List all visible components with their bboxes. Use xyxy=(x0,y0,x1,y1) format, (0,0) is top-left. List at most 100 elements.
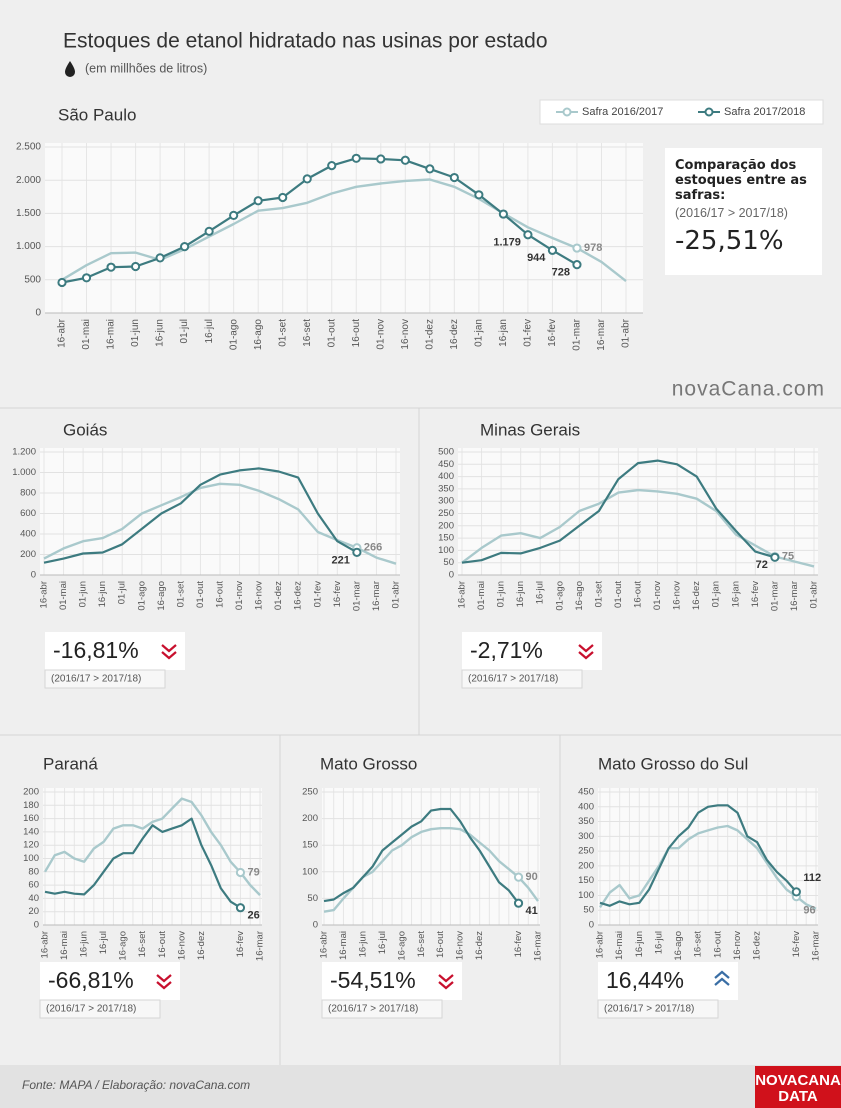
page-title: Estoques de etanol hidratado nas usinas … xyxy=(63,30,548,53)
x-tick-label: 16-set xyxy=(137,931,148,958)
x-tick-label: 16-jun xyxy=(357,931,368,957)
y-tick-label: 50 xyxy=(583,905,594,916)
chart-title: São Paulo xyxy=(58,105,136,124)
x-tick-label: 16-dez xyxy=(449,319,460,350)
x-tick-label: 01-mai xyxy=(58,581,69,610)
x-tick-label: 16-dez xyxy=(691,581,702,610)
x-tick-label: 01-nov xyxy=(234,581,245,610)
trend-chevron xyxy=(714,970,730,979)
x-tick-label: 16-nov xyxy=(732,931,743,960)
y-tick-label: 350 xyxy=(578,816,594,827)
y-tick-label: 40 xyxy=(28,893,39,904)
data-label: 90 xyxy=(526,871,538,883)
y-tick-label: 400 xyxy=(438,471,454,482)
change-note-box xyxy=(597,999,719,1019)
x-tick-label: 01-jan xyxy=(474,319,485,347)
comparison-title: Comparação dos estoques entre as safras: xyxy=(675,158,807,203)
x-tick-label: 01-jul xyxy=(117,581,128,604)
y-tick-label: 0 xyxy=(34,920,39,931)
legend-marker xyxy=(704,107,714,117)
x-tick-label: 01-abr xyxy=(809,581,820,608)
data-label: 728 xyxy=(552,267,570,279)
x-tick-label: 16-jan xyxy=(730,581,741,607)
y-tick-label: 250 xyxy=(438,508,454,519)
x-tick-label: 16-set xyxy=(302,319,313,347)
x-tick-label: 16-mar xyxy=(596,318,607,350)
x-tick-label: 16-abr xyxy=(595,931,606,958)
x-tick-label: 16-jun xyxy=(634,931,645,957)
y-tick-label: 0 xyxy=(589,920,594,931)
y-tick-label: 300 xyxy=(438,496,454,507)
x-tick-label: 01-fev xyxy=(312,581,323,608)
x-tick-label: 01-set xyxy=(277,319,288,347)
y-tick-label: 1.200 xyxy=(12,447,36,458)
change-value: -25,51% xyxy=(675,226,812,256)
y-tick-label: 200 xyxy=(302,813,318,824)
x-tick-label: 16-mai xyxy=(338,931,349,960)
logo-text: DATA xyxy=(778,1088,818,1105)
point-marker xyxy=(572,260,582,270)
x-tick-label: 16-mar xyxy=(255,931,266,961)
data-label: 112 xyxy=(803,872,821,884)
x-tick-label: 01-fev xyxy=(523,319,534,347)
data-label: 266 xyxy=(364,542,382,554)
change-note: (2016/17 > 2017/18) xyxy=(468,674,558,685)
point-marker xyxy=(770,552,780,562)
y-tick-label: 100 xyxy=(302,866,318,877)
y-tick-label: 100 xyxy=(438,545,454,556)
y-tick-label: 1.500 xyxy=(16,208,41,219)
x-tick-label: 16-nov xyxy=(254,581,265,610)
x-tick-label: 16-out xyxy=(712,931,723,958)
y-tick-label: 60 xyxy=(28,880,39,891)
point-marker xyxy=(523,230,533,240)
x-tick-label: 01-jan xyxy=(711,581,722,607)
trend-chevron xyxy=(578,651,594,660)
change-value: -66,81% xyxy=(48,967,134,993)
legend-label: Safra 2017/2018 xyxy=(724,106,805,118)
logo-text: NOVACANA xyxy=(755,1072,841,1089)
x-tick-label: 16-ago xyxy=(253,319,264,351)
point-marker xyxy=(130,261,141,272)
point-marker xyxy=(235,903,246,913)
y-tick-label: 250 xyxy=(302,787,318,798)
y-tick-label: 500 xyxy=(24,274,41,285)
change-note-box xyxy=(39,999,161,1019)
point-marker xyxy=(278,192,288,203)
watermark: novaCana.com xyxy=(672,378,825,401)
x-tick-label: 01-out xyxy=(613,581,624,608)
x-tick-label: 16-out xyxy=(435,931,446,958)
legend-label: Safra 2016/2017 xyxy=(582,106,663,118)
data-label: 944 xyxy=(527,252,546,264)
trend-chevron xyxy=(714,977,730,986)
y-tick-label: 150 xyxy=(578,875,594,886)
point-marker xyxy=(235,867,246,878)
data-label: 72 xyxy=(756,559,768,571)
x-tick-label: 16-mai xyxy=(614,931,625,960)
y-tick-label: 2.500 xyxy=(16,142,41,153)
x-tick-label: 16-fev xyxy=(235,931,246,958)
change-box xyxy=(45,632,185,670)
x-tick-label: 01-nov xyxy=(652,581,663,610)
x-tick-label: 16-nov xyxy=(672,581,683,610)
y-tick-label: 160 xyxy=(23,813,39,824)
data-label: 79 xyxy=(247,866,259,878)
change-text: -25,51% xyxy=(675,226,784,256)
data-label: 41 xyxy=(526,905,538,917)
x-tick-label: 16-dez xyxy=(196,931,207,960)
x-tick-label: 16-dez xyxy=(293,581,304,610)
y-tick-label: 100 xyxy=(578,890,594,901)
x-tick-label: 16-abr xyxy=(457,581,468,608)
x-tick-label: 16-fev xyxy=(547,319,558,347)
point-marker xyxy=(513,898,524,908)
y-tick-label: 600 xyxy=(20,508,36,519)
series-line xyxy=(43,467,358,564)
x-tick-label: 01-jun xyxy=(78,581,89,607)
point-marker xyxy=(449,172,459,183)
x-tick-label: 01-ago xyxy=(554,581,565,611)
x-tick-label: 16-out xyxy=(351,319,362,348)
series-line xyxy=(43,797,261,896)
y-tick-label: 2.000 xyxy=(16,175,41,186)
y-tick-label: 450 xyxy=(578,787,594,798)
x-tick-label: 16-ago xyxy=(574,581,585,611)
series-line xyxy=(323,807,520,904)
